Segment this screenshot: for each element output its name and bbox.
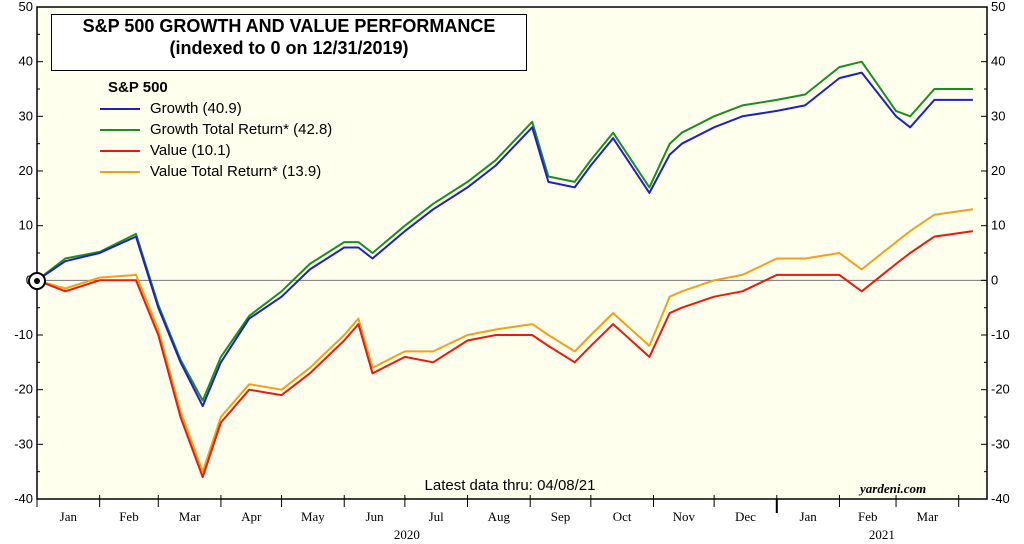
chart-subtitle: (indexed to 0 on 12/31/2019) — [169, 38, 409, 58]
legend: S&P 500 Growth (40.9) Growth Total Retur… — [100, 79, 332, 182]
month-label: Oct — [613, 509, 632, 524]
y-tick-label-right: 30 — [991, 108, 1005, 123]
legend-label: Growth Total Return* (42.8) — [150, 121, 333, 138]
y-tick-label-right: -20 — [991, 382, 1010, 397]
series-group — [36, 60, 974, 479]
y-tick-label-left: 20 — [19, 163, 33, 178]
month-label: Jul — [429, 509, 445, 524]
y-tick-label-right: 20 — [991, 163, 1005, 178]
y-tick-label-right: -40 — [991, 491, 1010, 506]
series-line-0 — [36, 71, 973, 408]
series-line-3 — [36, 208, 974, 473]
source-label: yardeni.com — [860, 481, 927, 496]
y-tick-label-left: -40 — [14, 491, 33, 506]
month-label: Apr — [241, 509, 262, 524]
month-label: Jan — [799, 509, 817, 524]
month-label: Mar — [179, 509, 201, 524]
y-axis-right: -40 -30 -20 -10 0 10 20 30 40 50 — [981, 0, 1010, 506]
month-label: Dec — [735, 509, 756, 524]
legend-item-value: Value (10.1) — [100, 140, 332, 161]
legend-label: Value Total Return* (13.9) — [150, 163, 322, 180]
legend-item-growth-total-return: Growth Total Return* (42.8) — [100, 119, 332, 140]
chart-title: S&P 500 GROWTH AND VALUE PERFORMANCE — [82, 16, 496, 36]
y-tick-label-left: 10 — [19, 218, 33, 233]
y-tick-label-right: -10 — [991, 327, 1010, 342]
y-tick-label-left: 30 — [19, 108, 33, 123]
legend-swatch — [100, 170, 140, 173]
month-label: Sep — [551, 509, 571, 524]
month-label: May — [301, 509, 325, 524]
y-tick-label-left: -30 — [14, 436, 33, 451]
month-label: Mar — [917, 509, 939, 524]
series-line-2 — [36, 230, 974, 479]
y-tick-label-right: 10 — [991, 218, 1005, 233]
month-label: Aug — [488, 509, 511, 524]
y-tick-label-left: -10 — [14, 327, 33, 342]
month-label: Nov — [673, 509, 696, 524]
y-tick-label-right: -30 — [991, 436, 1010, 451]
month-label: Feb — [119, 509, 139, 524]
plot-area — [36, 6, 988, 500]
month-label: Jan — [60, 509, 78, 524]
y-tick-label-right: 40 — [991, 54, 1005, 69]
chart-title-box: S&P 500 GROWTH AND VALUE PERFORMANCE (in… — [51, 14, 527, 71]
origin-marker — [28, 272, 46, 290]
month-label: Jun — [366, 509, 385, 524]
x-axis: Jan Feb Mar Apr May Jun Jul Aug Sep Oct Nov Dec Jan F… — [36, 495, 960, 542]
legend-swatch — [100, 107, 140, 110]
y-tick-label-left: 50 — [19, 0, 33, 14]
legend-item-growth: Growth (40.9) — [100, 98, 332, 119]
y-tick-label-right: 0 — [991, 272, 998, 287]
legend-item-value-total-return: Value Total Return* (13.9) — [100, 161, 332, 182]
y-tick-label-left: 40 — [19, 54, 33, 69]
legend-swatch — [100, 149, 140, 152]
legend-title: S&P 500 — [108, 79, 168, 96]
legend-swatch — [100, 128, 140, 131]
year-label-2021: 2021 — [869, 527, 895, 542]
series-line-1 — [36, 60, 973, 402]
year-label-2020: 2020 — [394, 527, 420, 542]
y-tick-label-right: 50 — [991, 0, 1005, 14]
y-tick-label-left: -20 — [14, 382, 33, 397]
legend-label: Growth (40.9) — [150, 100, 242, 117]
month-label: Feb — [858, 509, 878, 524]
legend-label: Value (10.1) — [150, 142, 231, 159]
latest-data-note: Latest data thru: 04/08/21 — [424, 477, 596, 494]
